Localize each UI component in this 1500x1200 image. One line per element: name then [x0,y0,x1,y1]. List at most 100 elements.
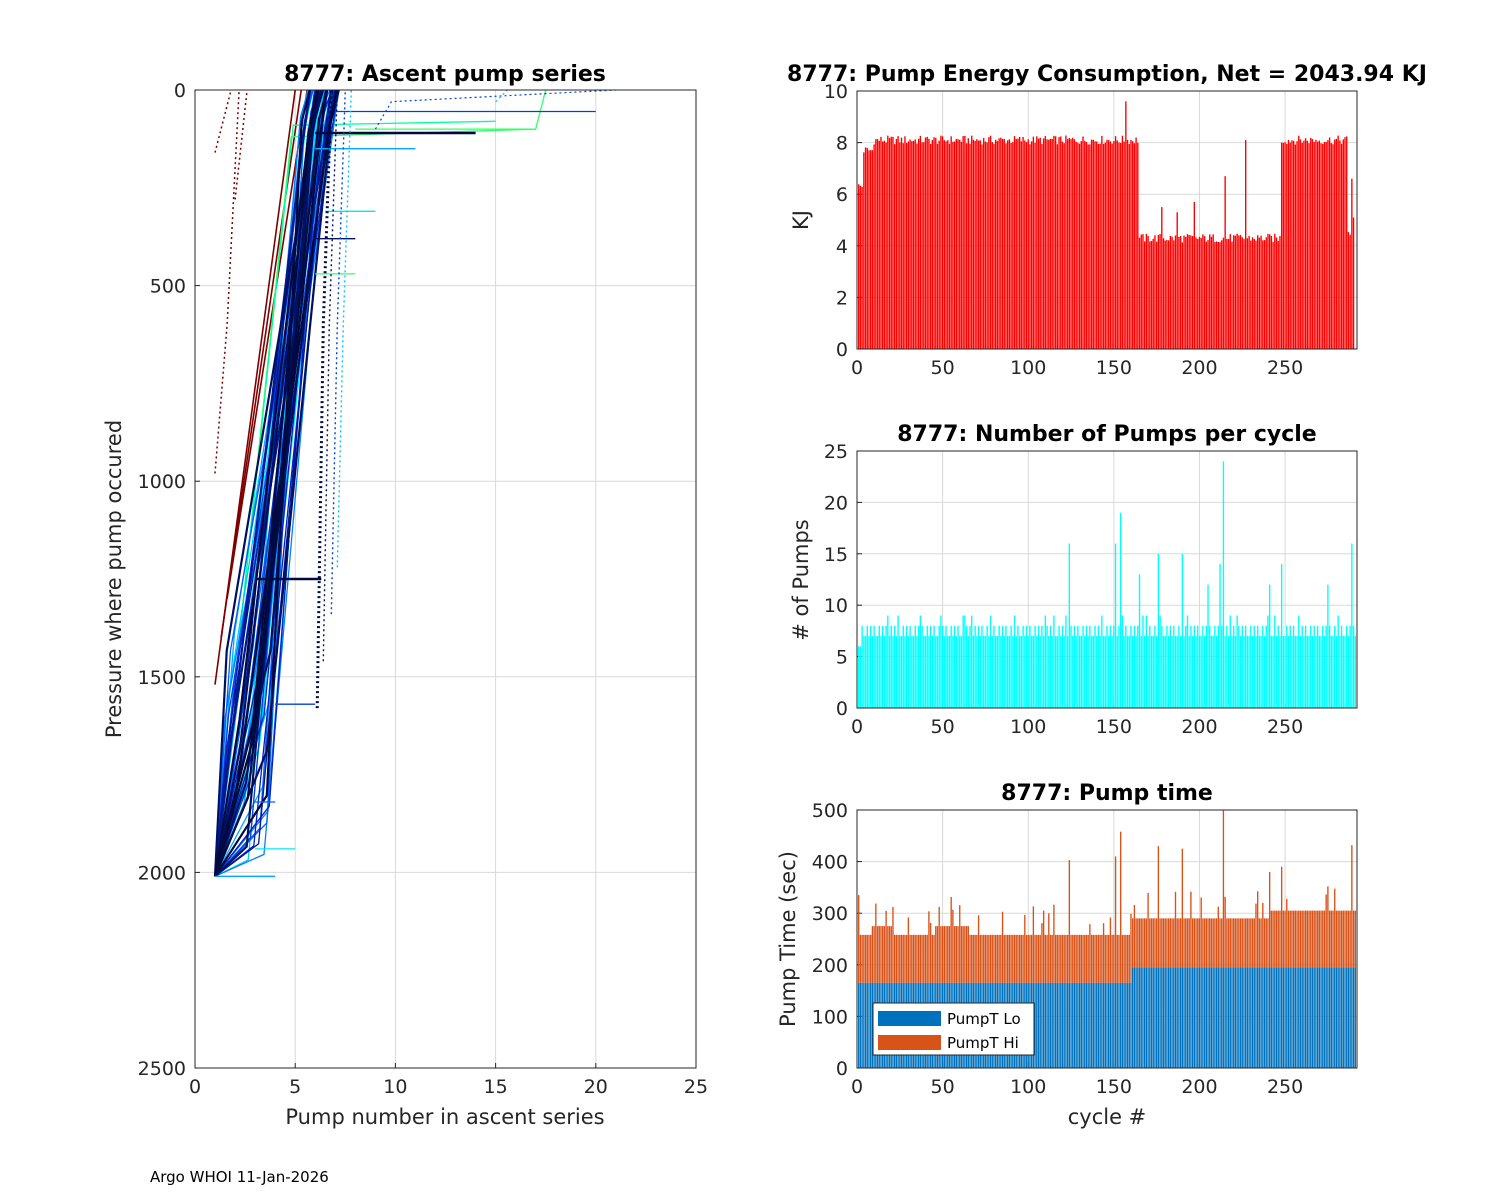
pumptime-hi-bar [1306,910,1309,968]
energy-bar [1125,101,1127,349]
energy-bar [1298,135,1300,349]
pumps-bar [981,625,983,708]
pumps-bar [1054,636,1057,708]
pumptime-hi-bar [1077,934,1079,983]
pumps-bar [1102,636,1105,708]
energy-bar [1162,238,1165,349]
pumps-bar [1255,636,1257,708]
energy-bar [1257,235,1259,349]
pumptime-hi-bar [1323,910,1326,968]
pumptime-hi-bar [1092,934,1094,983]
pumptime-hi-bar [1246,918,1249,968]
energy-bar [887,135,889,349]
pumptime-lo-bar [1092,982,1094,1068]
pumps-bar [1010,625,1012,708]
pumps-bar [880,636,882,708]
pumptime-lo-bar [1320,967,1322,1068]
ascent-series-line [214,89,333,877]
pumptime-hi-bar [1042,910,1045,983]
energy-bar [971,135,973,349]
pumps-bar [1159,615,1161,708]
pumptime-lo-bar [864,982,867,1068]
pumps-bar [1253,625,1255,708]
pumps-bar [1250,625,1252,708]
pumptime-hi-bar [1243,918,1245,968]
energy-bar [952,141,954,349]
pumptime-hi-bar [962,926,964,983]
energy-bar [871,150,874,349]
pumps-bar [1296,636,1298,708]
pumps-bar [1017,625,1019,708]
pumptime-lo-bar [1251,967,1254,1068]
pumps-bar [1130,625,1132,708]
pumptime-hi-bar [897,934,899,983]
energy-bar [1010,142,1012,349]
pumps-bar [899,636,901,708]
pumptime-hi-bar [1135,918,1137,968]
pumptime-hi-bar [1229,918,1231,968]
pumptime-hi-bar [1044,934,1047,983]
pumptime-hi-bar [892,906,894,983]
pumptime-lo-bar [1289,967,1291,1068]
pumptime-hi-bar [1330,910,1332,968]
pumps-bar [1301,625,1303,708]
pumptime-hi-bar [875,903,877,983]
energy-bar [1337,135,1339,349]
pumptime-hi-bar [1197,918,1199,968]
pumptime-hi-bar [936,926,939,983]
energy-axes-box [856,90,1358,350]
pumptime-hi-bar [1263,918,1266,968]
pumps-bar [1167,636,1170,708]
pumps-bar [1174,636,1177,708]
pumptime-hi-bar [1013,934,1016,983]
pumps-bar [1270,636,1273,708]
pumptime-axes: 0 50 100 150 200 250 0 100 200 300 400 500 8777: Pu… [776,781,1358,1129]
pumptime-hi-bar [945,926,947,983]
energy-ytick-label: 2 [836,287,848,309]
pumptime-hi-bar [1287,910,1290,968]
ascent-pump-axes: 0 5 10 15 20 25 0 500 1000 1500 2000 2500 8777: Asc… [102,62,708,1129]
ascent-series-line [213,89,329,877]
pumps-bar [1239,636,1242,708]
energy-bar [1352,217,1355,349]
pumptime-hi-bar [1351,845,1353,968]
pumptime-lo-bar [1096,982,1098,1068]
pumps-bar [1013,615,1016,708]
pumptime-lo-bar [1159,967,1161,1068]
energy-bar [1068,137,1071,349]
pumps-bar [1032,636,1035,708]
pumptime-lo-bar [1085,982,1088,1068]
energy-bar [1183,235,1185,349]
energy-bar [1121,135,1124,349]
energy-bar [929,143,932,349]
ascent-series-line [213,89,312,877]
pumps-bar [1109,625,1112,708]
pumps-bar [1173,625,1175,708]
energy-bar [1234,235,1237,349]
pumps-bar [1000,636,1002,708]
energy-bar [1181,242,1184,349]
pumptime-hi-bar [1291,910,1293,968]
pumptime-hi-bar [1190,891,1192,968]
pumps-bar [957,625,959,708]
pumps-bar [1025,625,1028,708]
pumptime-lo-bar [1270,967,1273,1068]
energy-bar [1332,144,1334,349]
pumptime-hi-bar [935,926,937,983]
pumptime-lo-bar [1078,982,1081,1068]
pumptime-axes-box [856,809,1358,1069]
pumps-bar [1318,636,1321,708]
pumptime-hi-bar [940,926,942,983]
pumptime-lo-bar [1130,982,1132,1068]
pumptime-hi-bar [1346,910,1348,968]
energy-bar [1280,142,1283,349]
footer-credit: Argo WHOI 11-Jan-2026 [150,1168,329,1186]
pumptime-hi-bar [923,934,925,983]
pumps-bar [1078,636,1081,708]
pumps-bar [1275,636,1278,708]
energy-bar [1197,238,1199,349]
pumps-bar [1323,636,1326,708]
pumptime-lo-bar [1286,967,1288,1068]
pumptime-hi-bar [1039,934,1041,983]
pumptime-hi-bar [1149,918,1151,968]
